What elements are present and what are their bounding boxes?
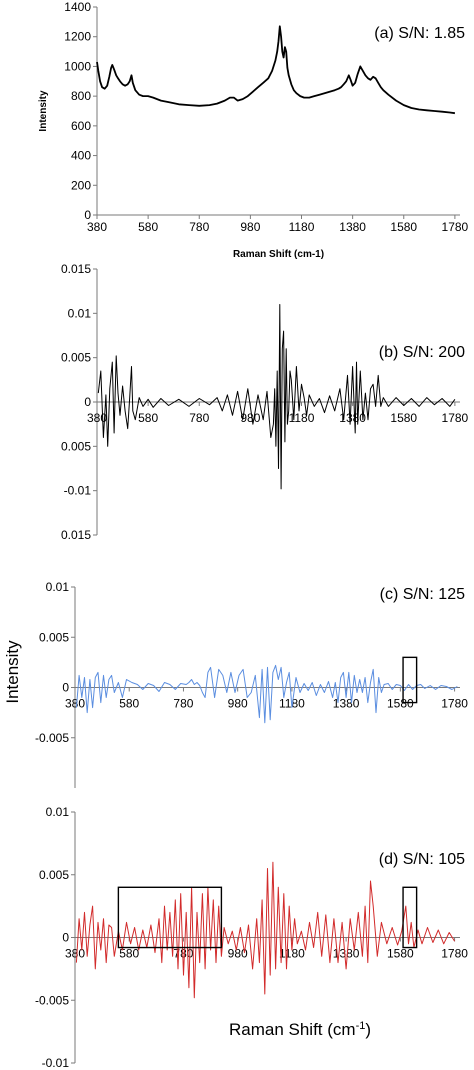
y-tick-label: 0	[84, 208, 91, 222]
series-line	[97, 304, 456, 490]
shared-x-axis-label: Raman Shift (cm-1)	[229, 1020, 371, 1039]
y-tick-label: 800	[71, 89, 91, 103]
x-tick-label: 1380	[333, 697, 360, 711]
y-tick-label: -0.005	[35, 993, 69, 1007]
series-line	[96, 25, 456, 115]
y-tick-label: 0.015	[61, 528, 91, 542]
x-tick-label: 1380	[339, 220, 366, 234]
highlight-box	[402, 886, 418, 949]
panel-title: (c) S/N: 125	[380, 586, 465, 603]
x-tick-label: 980	[240, 220, 260, 234]
y-tick-label: 0.01	[46, 805, 70, 819]
y-tick-label: 0	[62, 931, 69, 945]
y-tick-label: 0.005	[61, 351, 91, 365]
x-tick-label: 1380	[339, 411, 366, 425]
x-tick-label: 580	[119, 947, 139, 961]
shared-x-axis-label-sup: -1	[356, 1020, 366, 1032]
x-tick-label: 1580	[387, 947, 414, 961]
shared-x-axis-label-close: )	[365, 1020, 371, 1039]
x-tick-label: 580	[138, 411, 158, 425]
y-tick-label: 0.005	[61, 439, 91, 453]
y-tick-label: 1200	[64, 30, 91, 44]
panel-title: (b) S/N: 200	[379, 344, 465, 361]
x-tick-label: 1580	[390, 411, 417, 425]
y-tick-label: 0	[84, 395, 91, 409]
x-tick-label: 380	[65, 697, 85, 711]
panel-a: 0 200 400 600 800 1000 1200 1400 380 580 780 980 118…	[38, 0, 469, 260]
x-tick-label: 1180	[289, 220, 315, 234]
highlight-box	[117, 886, 223, 949]
y-tick-label: -0.01	[42, 1056, 70, 1070]
y-tick-label: 0.01	[46, 580, 70, 594]
x-tick-label: 1180	[289, 411, 315, 425]
y-axis-label: Intensity	[38, 90, 49, 132]
x-tick-label: 980	[228, 697, 248, 711]
x-tick-label: 780	[189, 411, 209, 425]
y-tick-label: 0.01	[68, 306, 92, 320]
x-tick-label: 1780	[442, 220, 469, 234]
y-tick-label: 0.005	[39, 868, 69, 882]
y-tick-label: -0.01	[64, 484, 92, 498]
x-tick-label: 1780	[441, 947, 468, 961]
x-axis-label: Raman Shift (cm-1)	[233, 249, 324, 260]
x-tick-label: 780	[189, 220, 209, 234]
y-tick-label: 0.005	[39, 630, 69, 644]
y-tick-label: -0.005	[35, 731, 69, 745]
x-tick-label: 780	[173, 947, 193, 961]
x-tick-label: 580	[138, 220, 158, 234]
x-tick-label: 980	[228, 947, 248, 961]
y-tick-label: 0.015	[61, 262, 91, 276]
panel-title: (d) S/N: 105	[379, 851, 465, 868]
x-tick-label: 1580	[387, 697, 414, 711]
panel-title: (a) S/N: 1.85	[374, 25, 465, 42]
y-tick-label: 1400	[64, 0, 91, 14]
y-tick-label: 400	[71, 149, 91, 163]
x-tick-label: 1580	[390, 220, 417, 234]
x-tick-label: 780	[173, 697, 193, 711]
series-line	[75, 861, 456, 999]
y-tick-label: 0	[62, 681, 69, 695]
x-tick-label: 1780	[442, 411, 469, 425]
highlight-box	[402, 656, 418, 704]
y-tick-label: 1000	[64, 59, 91, 73]
x-tick-label: 580	[119, 697, 139, 711]
x-tick-label: 380	[65, 947, 85, 961]
shared-x-axis-label-text: Raman Shift (cm	[229, 1020, 356, 1039]
y-tick-label: 200	[71, 178, 91, 192]
x-tick-label: 1780	[441, 697, 468, 711]
y-tick-label: 600	[71, 119, 91, 133]
shared-y-axis-label: Intensity	[3, 640, 22, 704]
series-line	[75, 664, 458, 724]
x-tick-label: 380	[87, 220, 107, 234]
x-tick-label: 980	[240, 411, 260, 425]
